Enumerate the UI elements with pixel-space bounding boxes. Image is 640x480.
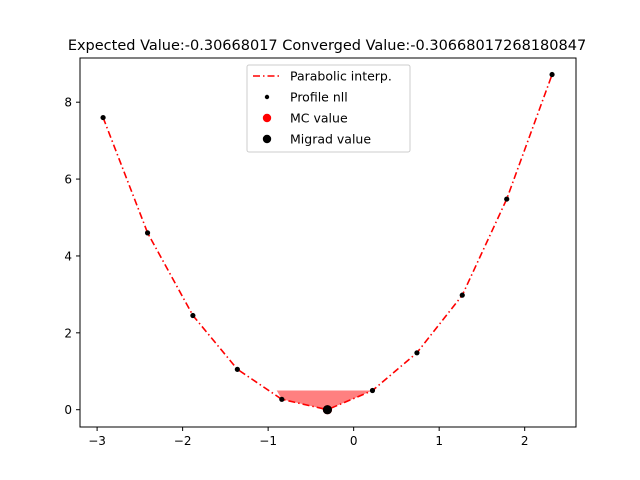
- profile-nll-point: [144, 230, 151, 236]
- legend: Parabolic interp. Profile nll MC value Migr…: [246, 64, 411, 153]
- y-tick-label: 2: [64, 326, 72, 340]
- profile-nll-point: [190, 312, 196, 319]
- legend-label: MC value: [290, 111, 348, 126]
- legend-label: Profile nll: [290, 90, 348, 105]
- legend-label: Migrad value: [290, 132, 371, 147]
- profile-nll-point: [504, 196, 510, 202]
- legend-handle-migrad-value: [262, 134, 272, 144]
- x-tick-label: −3: [88, 434, 106, 448]
- profile-nll-point: [234, 366, 240, 372]
- profile-nll-point: [369, 387, 376, 394]
- profile-nll-point: [100, 114, 106, 121]
- chart-title: Expected Value:-0.30668017 Converged Val…: [68, 38, 586, 54]
- legend-handle-mc-value: [262, 113, 272, 123]
- y-tick-label: 8: [64, 96, 72, 110]
- legend-box: [246, 64, 411, 153]
- legend-handle-profile-nll: [264, 94, 270, 100]
- profile-nll-point: [549, 71, 555, 78]
- legend-label: Parabolic interp.: [290, 69, 392, 84]
- axes-frame: [79, 57, 577, 428]
- x-tick-label: −1: [259, 434, 277, 448]
- y-tick-label: 0: [64, 403, 72, 417]
- profile-nll-point: [279, 396, 285, 402]
- plot-area: −3 −2 −1 0 1 2 0 2 4 6 8: [64, 57, 577, 448]
- y-tick-label: 6: [64, 173, 72, 187]
- profile-nll-point: [459, 292, 465, 298]
- y-tick-label: 4: [64, 249, 72, 263]
- shaded-interval: [276, 390, 373, 410]
- x-tick-label: 2: [521, 434, 529, 448]
- profile-nll-point: [414, 350, 420, 356]
- x-tick-label: 1: [435, 434, 443, 448]
- x-tick-label: 0: [350, 434, 358, 448]
- migrad-value-point: [322, 405, 333, 415]
- x-tick-label: −2: [174, 434, 192, 448]
